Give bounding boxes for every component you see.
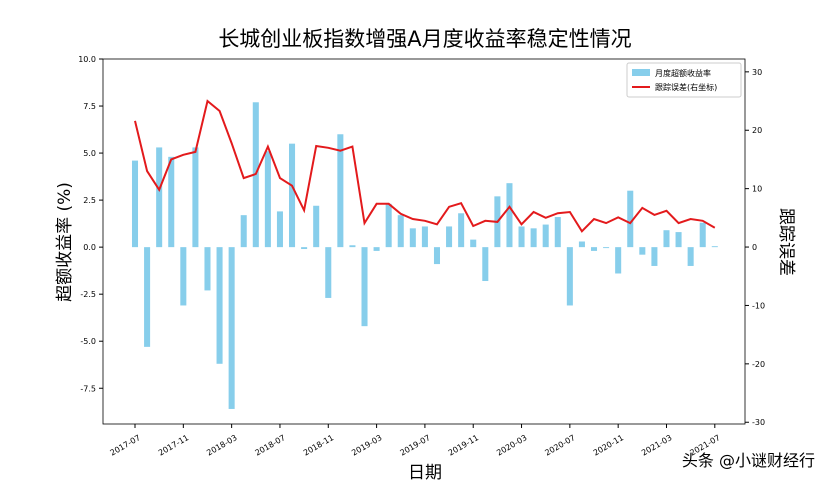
bar <box>433 247 441 265</box>
bar <box>506 183 513 248</box>
legend-swatch <box>632 69 650 76</box>
plot-frame <box>102 58 746 425</box>
y-tick-label: -7.5 <box>80 384 96 393</box>
bar <box>687 247 694 266</box>
x-tick-label: 2021-03 <box>640 433 673 458</box>
y2-axis-title: 跟踪误差 <box>776 208 796 276</box>
bar <box>590 247 598 251</box>
bar <box>216 247 223 364</box>
y-tick-label: 7.5 <box>83 102 96 111</box>
chart-title: 长城创业板指数增强A月度收益率稳定性情况 <box>218 27 631 51</box>
x-tick-label: 2018-07 <box>253 433 286 458</box>
y-axis-title: 超额收益率 (%) <box>55 182 75 302</box>
y2-tick-label: 30 <box>752 68 762 77</box>
bar <box>228 247 235 409</box>
bar <box>156 147 163 248</box>
y2-tick-label: 10 <box>752 185 762 194</box>
x-tick-label: 2020-11 <box>592 433 625 458</box>
bar <box>651 247 658 266</box>
bar <box>373 247 380 251</box>
y2-tick-label: 0 <box>752 243 757 252</box>
bar <box>264 151 271 248</box>
bar <box>578 241 585 248</box>
bar <box>289 143 296 248</box>
bar <box>337 134 344 248</box>
x-tick-label: 2020-07 <box>543 433 576 458</box>
y-tick-label: 2.5 <box>83 196 96 205</box>
bar <box>168 156 175 248</box>
x-tick-label: 2017-07 <box>109 433 142 458</box>
y2-tick-label: 20 <box>752 126 762 135</box>
y2-tick-label: -30 <box>752 418 765 427</box>
bar <box>615 247 622 274</box>
bar <box>276 211 283 248</box>
bar <box>409 228 416 248</box>
x-tick-label: 2017-11 <box>157 433 190 458</box>
y-tick-label: 10.0 <box>78 55 96 64</box>
y-tick-label: -2.5 <box>80 290 96 299</box>
bar <box>711 246 718 248</box>
y2-tick-label: -10 <box>752 301 765 310</box>
bar <box>385 203 392 248</box>
bar <box>204 247 211 291</box>
bar <box>518 226 525 248</box>
bar <box>554 217 561 248</box>
bar <box>542 224 549 248</box>
x-tick-label: 2020-03 <box>495 433 528 458</box>
x-tick-label: 2019-03 <box>350 433 383 458</box>
y-tick-label: -5.0 <box>80 337 96 346</box>
bar <box>240 215 247 248</box>
x-tick-label: 2018-03 <box>205 433 238 458</box>
bar <box>639 247 646 255</box>
x-tick-label: 2019-07 <box>398 433 431 458</box>
bar <box>699 222 706 248</box>
bar <box>530 228 537 248</box>
bar <box>313 205 320 248</box>
bar <box>663 230 670 248</box>
line <box>134 99 716 233</box>
watermark: 头条 @小谜财经行 <box>682 451 815 470</box>
y2-tick-label: -20 <box>752 360 765 369</box>
bar <box>192 147 199 248</box>
legend-box <box>626 62 742 98</box>
bar <box>627 190 634 248</box>
bar <box>180 247 187 306</box>
bar <box>675 232 682 248</box>
bar <box>325 247 332 298</box>
y-tick-label: 5.0 <box>83 149 96 158</box>
legend-label: 跟踪误差(右坐标) <box>655 82 717 92</box>
x-axis-title: 日期 <box>408 463 442 483</box>
bar <box>349 245 356 248</box>
y-tick-label: 0.0 <box>83 243 96 252</box>
bar <box>566 247 573 306</box>
bar <box>397 215 404 248</box>
bar <box>603 247 610 249</box>
bar <box>421 226 428 248</box>
x-tick-label: 2019-11 <box>447 433 480 458</box>
bar <box>482 247 489 282</box>
bar <box>301 247 308 250</box>
bar <box>144 247 151 347</box>
legend-label: 月度超额收益率 <box>655 68 711 78</box>
bar <box>470 239 477 248</box>
x-tick-label: 2018-11 <box>302 433 335 458</box>
bar <box>361 247 368 327</box>
bar <box>446 226 453 248</box>
bar <box>131 160 139 248</box>
bar <box>458 213 465 248</box>
